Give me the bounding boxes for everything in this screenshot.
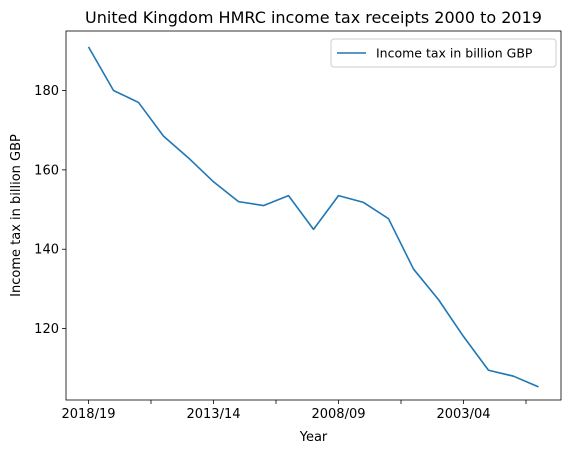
x-tick-label: 2008/09 bbox=[311, 407, 365, 422]
chart-title: United Kingdom HMRC income tax receipts … bbox=[85, 8, 542, 27]
x-tick-label: 2013/14 bbox=[186, 407, 240, 422]
series-layer bbox=[87, 46, 539, 388]
legend: Income tax in billion GBP bbox=[330, 38, 557, 68]
y-tick-label: 120 bbox=[34, 322, 59, 337]
x-tick-label: 2018/19 bbox=[61, 407, 115, 422]
x-axis: 2018/19 2013/14 2008/09 2003/04 bbox=[61, 400, 527, 422]
plot-frame bbox=[65, 30, 562, 401]
legend-box bbox=[330, 38, 557, 68]
x-tick-label: 2003/04 bbox=[436, 407, 490, 422]
legend-label: Income tax in billion GBP bbox=[376, 46, 533, 61]
y-tick-label: 140 bbox=[34, 243, 59, 258]
y-axis: 120 140 160 180 bbox=[34, 84, 66, 337]
y-tick-label: 160 bbox=[34, 163, 59, 178]
y-axis-label: Income tax in billion GBP bbox=[9, 134, 24, 297]
y-tick-label: 180 bbox=[34, 84, 59, 99]
x-axis-label: Year bbox=[299, 430, 328, 445]
series-line bbox=[87, 46, 539, 388]
